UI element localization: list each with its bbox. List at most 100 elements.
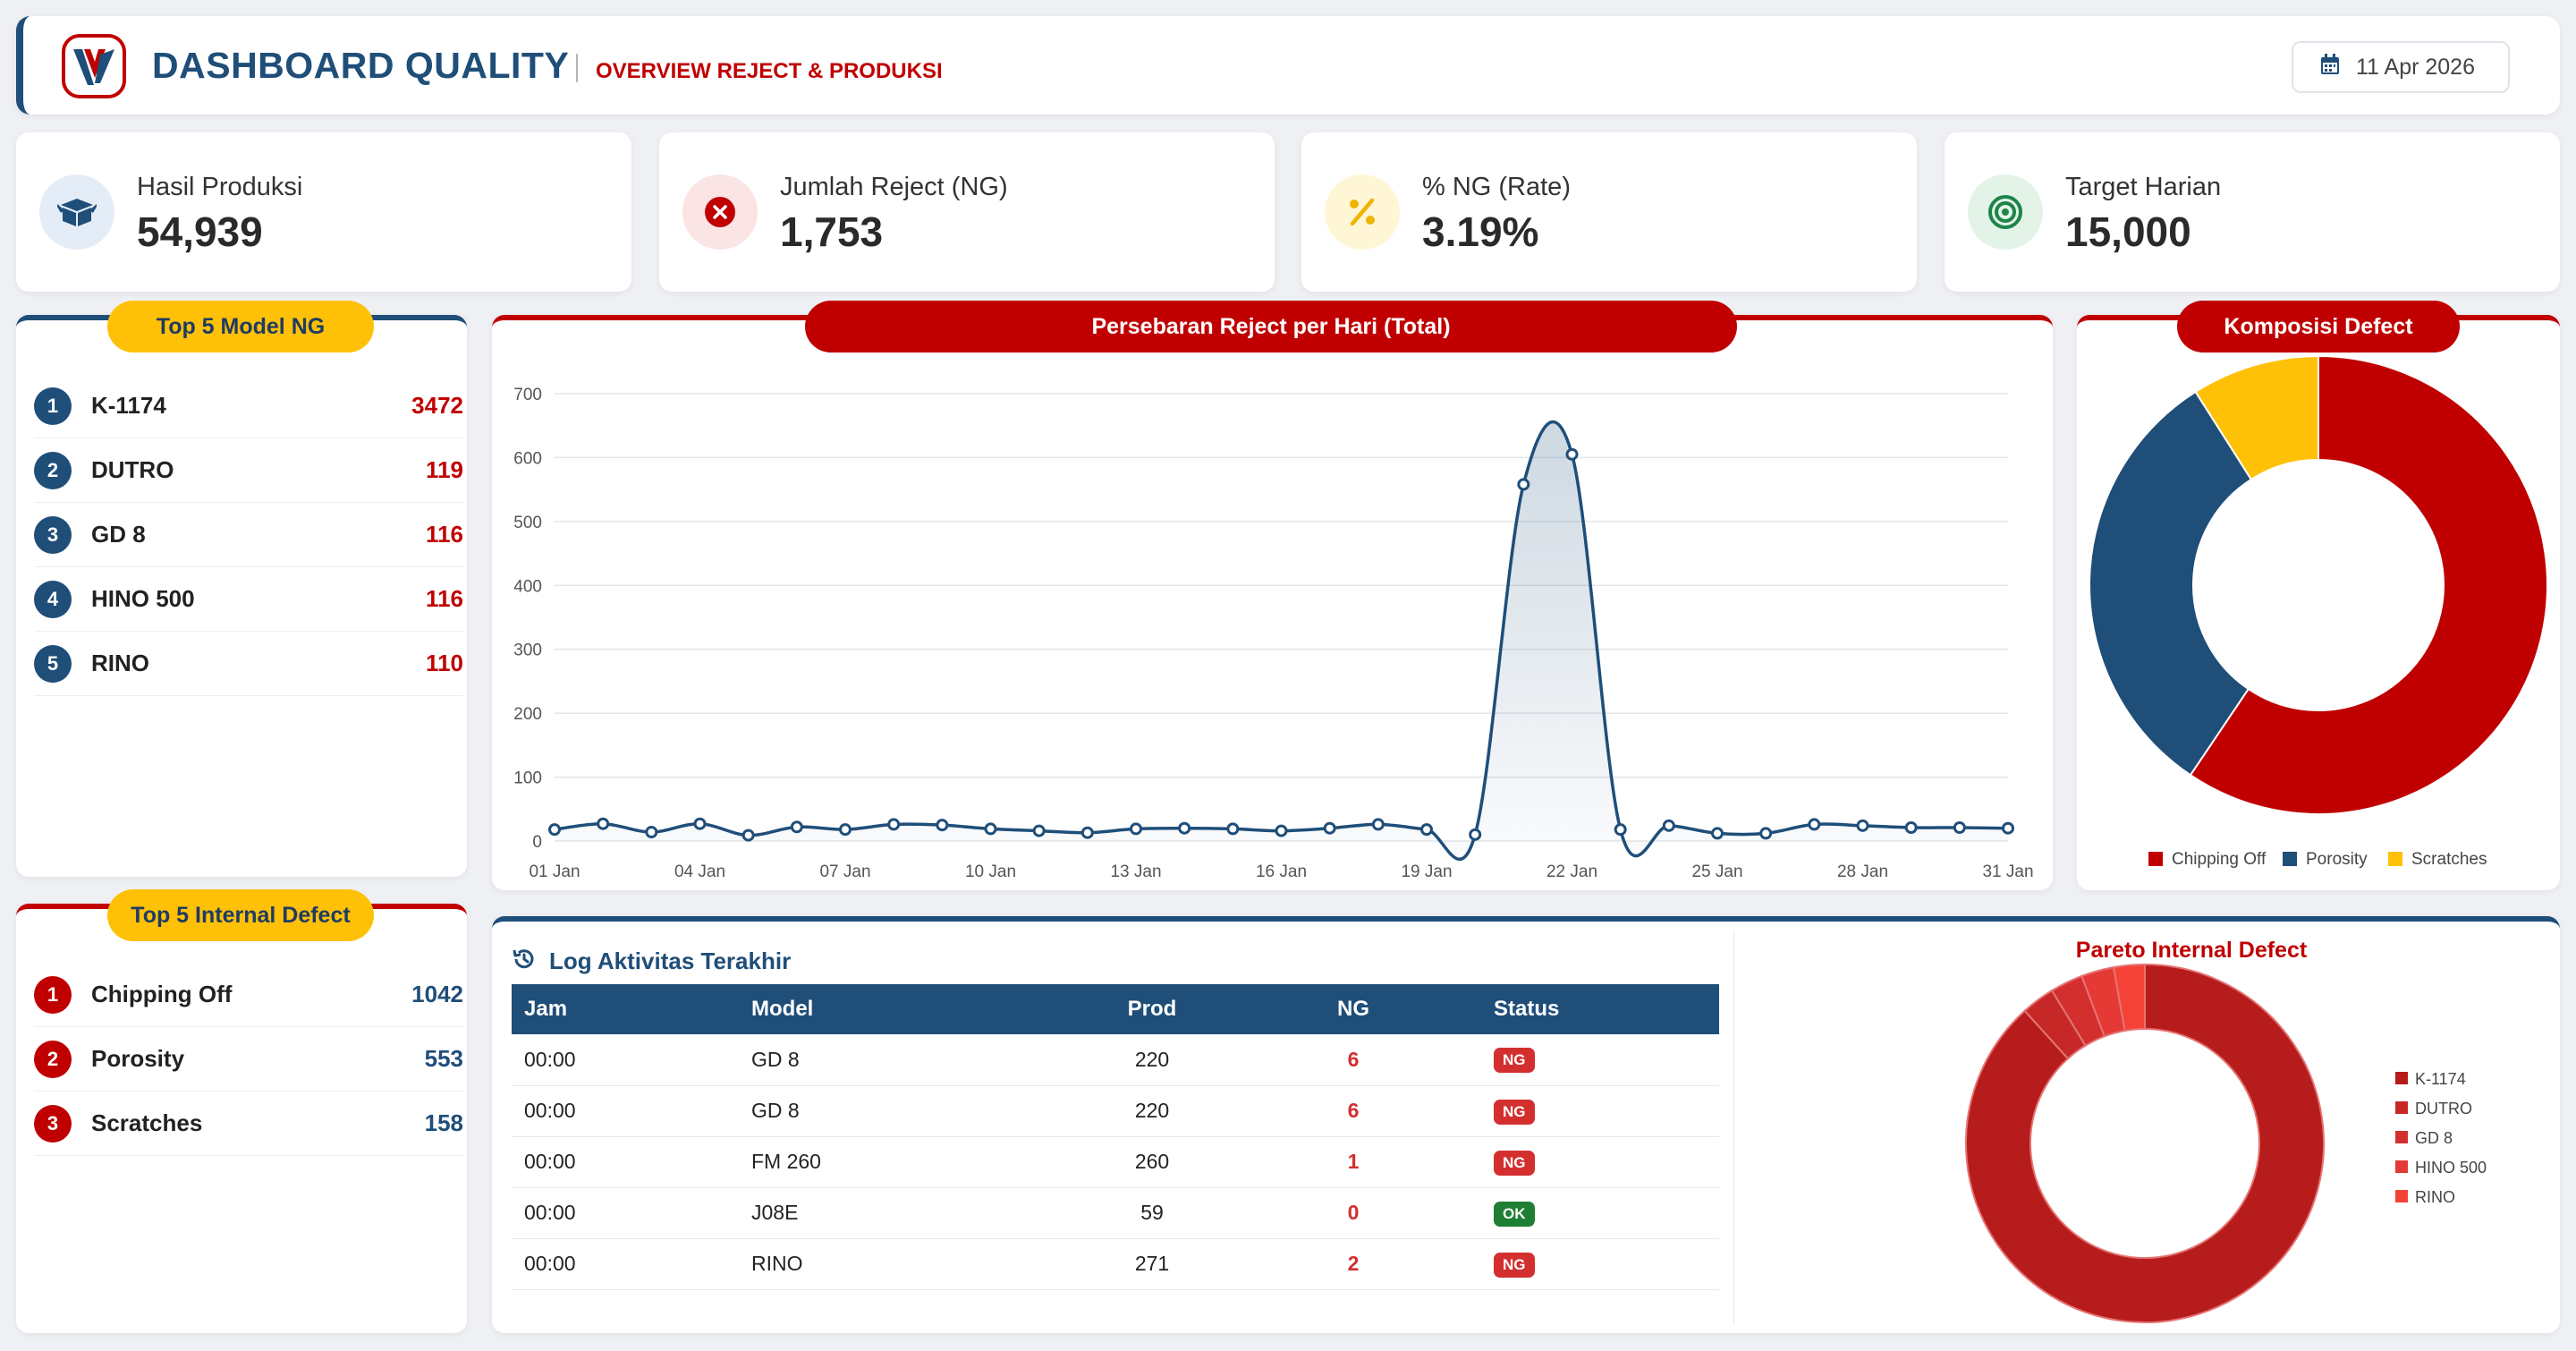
y-tick-label: 600 bbox=[513, 449, 542, 468]
series-line bbox=[555, 421, 2008, 859]
table-row: 00:00 RINO 271 2 NG bbox=[512, 1238, 1719, 1289]
top-defect-panel: 1 Chipping Off 1042 2 Porosity 553 3 Scratches 1… bbox=[16, 904, 467, 1333]
cell-ng: 1 bbox=[1233, 1136, 1474, 1187]
defect-donut-panel: Chipping Off Porosity Scratches bbox=[2077, 315, 2560, 890]
data-point bbox=[792, 822, 801, 832]
column-header-status: Status bbox=[1474, 984, 1719, 1034]
list-item: 2 Porosity 553 bbox=[34, 1027, 463, 1092]
y-tick-label: 100 bbox=[513, 769, 542, 788]
top-model-title: Top 5 Model NG bbox=[107, 301, 374, 353]
cell-jam: 00:00 bbox=[512, 1187, 751, 1238]
kpi-label: Target Harian bbox=[2065, 173, 2221, 202]
y-tick-label: 300 bbox=[513, 642, 542, 660]
y-tick-label: 0 bbox=[532, 833, 542, 852]
list-item: 1 Chipping Off 1042 bbox=[34, 963, 463, 1027]
data-point bbox=[1519, 480, 1529, 489]
data-point bbox=[647, 828, 657, 837]
legend-label: K-1174 bbox=[2415, 1070, 2466, 1088]
rank-value: 553 bbox=[425, 1045, 463, 1073]
date-picker[interactable]: 11 Apr 2026 bbox=[2292, 41, 2510, 93]
legend-label: Chipping Off bbox=[2172, 850, 2267, 869]
data-point bbox=[1906, 823, 1916, 833]
kpi-value: 15,000 bbox=[2065, 208, 2191, 256]
legend-swatch bbox=[2388, 852, 2402, 866]
x-tick-label: 04 Jan bbox=[674, 862, 725, 881]
log-table-body: 00:00 GD 8 220 6 NG 00:00 GD 8 220 6 NG 00:00 FM 26… bbox=[512, 1034, 1719, 1289]
cell-prod: 271 bbox=[1072, 1238, 1233, 1289]
title-divider bbox=[576, 54, 578, 82]
cell-status: NG bbox=[1474, 1034, 1719, 1085]
data-point bbox=[1615, 825, 1625, 835]
legend-label: DUTRO bbox=[2415, 1100, 2472, 1117]
cell-prod: 260 bbox=[1072, 1136, 1233, 1187]
legend-swatch bbox=[2395, 1160, 2408, 1173]
x-tick-label: 28 Jan bbox=[1837, 862, 1888, 881]
data-point bbox=[1664, 820, 1674, 830]
kpi-value: 3.19% bbox=[1422, 208, 1538, 256]
status-badge: NG bbox=[1494, 1253, 1535, 1278]
data-point bbox=[1276, 826, 1286, 836]
line-chart: 010020030040050060070001 Jan 04 Jan 07 Jan… bbox=[492, 320, 2053, 890]
log-title: Log Aktivitas Terakhir bbox=[549, 947, 791, 975]
data-point bbox=[1131, 824, 1141, 834]
rank-name: GD 8 bbox=[91, 521, 426, 548]
rank-badge: 2 bbox=[34, 452, 72, 489]
y-tick-label: 400 bbox=[513, 577, 542, 596]
kpi-label: % NG (Rate) bbox=[1422, 173, 1571, 202]
rank-name: Porosity bbox=[91, 1045, 425, 1073]
donut-title: Komposisi Defect bbox=[2177, 301, 2460, 353]
kpi-label: Jumlah Reject (NG) bbox=[780, 173, 1008, 202]
x-tick-label: 16 Jan bbox=[1256, 862, 1307, 881]
kpi-card-production: Hasil Produksi 54,939 bbox=[16, 132, 631, 292]
table-row: 00:00 J08E 59 0 OK bbox=[512, 1187, 1719, 1238]
rank-badge: 3 bbox=[34, 1105, 72, 1143]
cell-prod: 220 bbox=[1072, 1034, 1233, 1085]
status-badge: NG bbox=[1494, 1100, 1535, 1125]
panel-divider bbox=[1733, 930, 1734, 1324]
log-header: Log Aktivitas Terakhir bbox=[512, 947, 791, 976]
rank-value: 1042 bbox=[411, 981, 463, 1008]
cell-model: GD 8 bbox=[751, 1034, 1072, 1085]
cell-status: NG bbox=[1474, 1136, 1719, 1187]
line-chart-title: Persebaran Reject per Hari (Total) bbox=[805, 301, 1737, 353]
cell-status: NG bbox=[1474, 1238, 1719, 1289]
column-header-jam: Jam bbox=[512, 984, 751, 1034]
kpi-card-ng-rate: % NG (Rate) 3.19% bbox=[1301, 132, 1917, 292]
rank-name: K-1174 bbox=[91, 392, 411, 420]
pareto-donut-chart: K-1174 DUTRO GD 8 HINO 500 RINO bbox=[1744, 922, 2549, 1333]
y-tick-label: 700 bbox=[513, 386, 542, 404]
defect-donut-chart: Chipping Off Porosity Scratches bbox=[2077, 320, 2560, 890]
list-item: 2 DUTRO 119 bbox=[34, 438, 463, 503]
rank-name: RINO bbox=[91, 650, 426, 677]
x-tick-label: 22 Jan bbox=[1546, 862, 1597, 881]
cell-ng: 0 bbox=[1233, 1187, 1474, 1238]
legend-label: HINO 500 bbox=[2415, 1159, 2487, 1177]
legend-swatch bbox=[2283, 852, 2297, 866]
y-tick-label: 200 bbox=[513, 705, 542, 724]
legend-label: Scratches bbox=[2411, 850, 2487, 869]
column-header-model: Model bbox=[751, 984, 1072, 1034]
legend-label: GD 8 bbox=[2415, 1129, 2453, 1147]
x-tick-label: 07 Jan bbox=[819, 862, 870, 881]
rank-badge: 2 bbox=[34, 1041, 72, 1078]
cell-jam: 00:00 bbox=[512, 1238, 751, 1289]
data-point bbox=[937, 820, 947, 830]
top-defect-title: Top 5 Internal Defect bbox=[107, 889, 374, 941]
rank-value: 110 bbox=[426, 650, 463, 677]
data-point bbox=[1325, 823, 1335, 833]
legend-label: Porosity bbox=[2306, 850, 2368, 869]
legend-label: RINO bbox=[2415, 1188, 2455, 1206]
column-header-ng: NG bbox=[1233, 984, 1474, 1034]
cell-model: FM 260 bbox=[751, 1136, 1072, 1187]
data-point bbox=[695, 819, 705, 828]
data-point bbox=[1082, 828, 1092, 837]
date-value: 11 Apr 2026 bbox=[2356, 55, 2475, 81]
legend-swatch bbox=[2395, 1190, 2408, 1202]
kpi-value: 54,939 bbox=[137, 208, 263, 256]
calendar-icon bbox=[2320, 54, 2340, 81]
data-point bbox=[598, 819, 608, 828]
table-row: 00:00 GD 8 220 6 NG bbox=[512, 1034, 1719, 1085]
cell-status: NG bbox=[1474, 1085, 1719, 1136]
x-tick-label: 31 Jan bbox=[1982, 862, 2033, 881]
line-chart-panel: 0 100 200 300 400 500 600 700 01 Jan 04 Jan 07 Jan… bbox=[492, 315, 2053, 890]
